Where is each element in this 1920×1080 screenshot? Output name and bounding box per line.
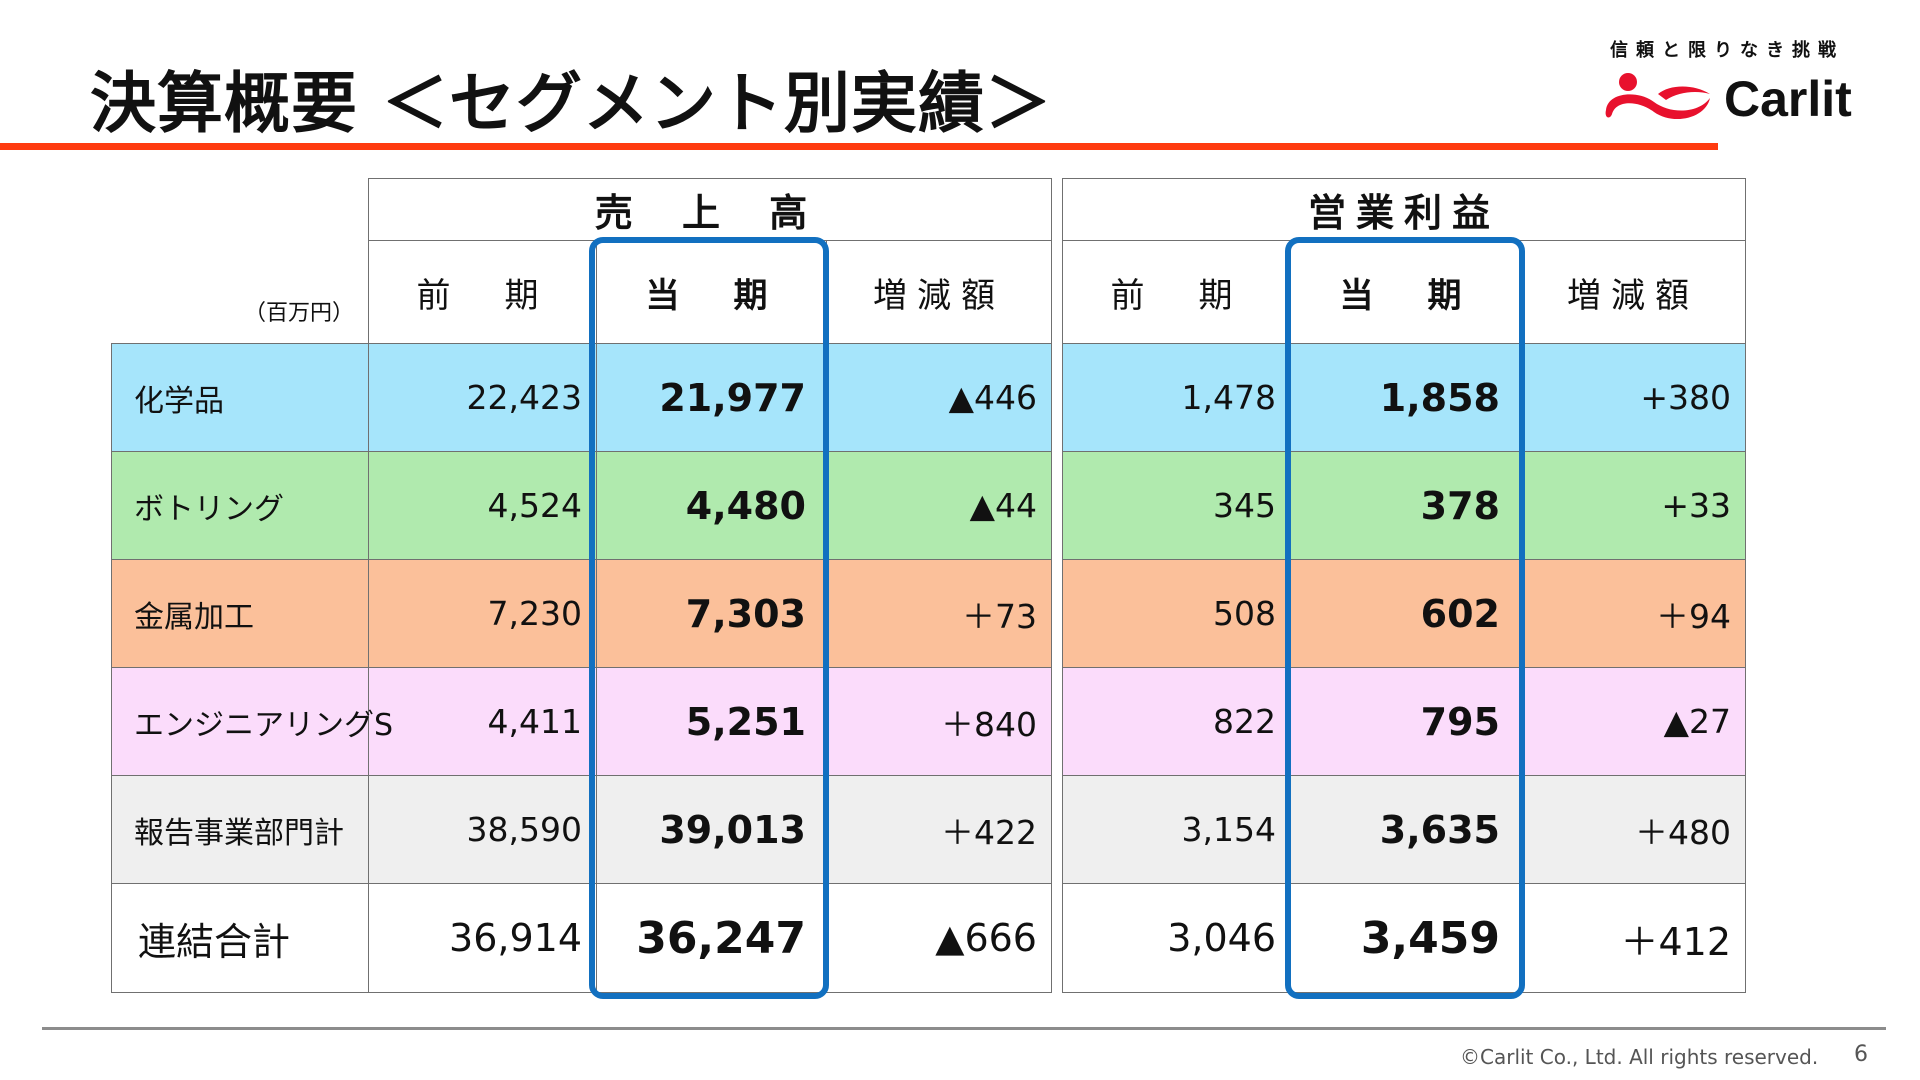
unit-label-cell: （百万円） <box>112 241 369 344</box>
op-diff-value: ＋412 <box>1519 883 1747 993</box>
segment-label: ボトリング <box>111 451 369 560</box>
table-row: 金属加工 7,230 7,303 ＋73 <box>111 559 1052 668</box>
table-row: 化学品 22,423 21,977 ▲446 <box>111 343 1052 452</box>
sales-diff-value: ▲666 <box>826 883 1052 993</box>
op-prev-value: 3,046 <box>1062 883 1291 993</box>
op-curr-value: 1,858 <box>1290 343 1521 452</box>
op-prev-header: 前 期 <box>1062 240 1291 344</box>
op-diff-value: ▲27 <box>1519 667 1747 776</box>
op-diff-value: +33 <box>1519 451 1747 560</box>
logo-tagline: 信頼と限りなき挑戦 <box>1610 40 1844 61</box>
table-row: 508 602 ＋94 <box>1062 559 1747 668</box>
segment-label: 化学品 <box>111 343 369 452</box>
op-curr-value: 795 <box>1290 667 1521 776</box>
sales-group-header: 売 上 高 <box>368 178 1052 241</box>
operating-profit-table: 営業利益 前 期 当 期 増減額 1,478 1,858 +380 345 37… <box>1061 178 1747 993</box>
segment-label: エンジニアリングS <box>111 667 393 776</box>
footer-divider <box>42 1027 1886 1030</box>
segment-label: 金属加工 <box>111 559 369 668</box>
op-diff-value: ＋480 <box>1519 775 1747 884</box>
op-prev-value: 822 <box>1062 667 1291 776</box>
table-row-total: 連結合計 36,914 36,247 ▲666 <box>111 883 1052 993</box>
table-row: 822 795 ▲27 <box>1062 667 1747 776</box>
empty-corner <box>112 179 369 241</box>
carlit-logo: 信頼と限りなき挑戦 Carlit <box>1598 36 1888 128</box>
sales-prev-value: 22,423 <box>368 343 597 452</box>
sales-curr-header: 当 期 <box>596 240 827 344</box>
sales-curr-value: 39,013 <box>596 775 827 884</box>
op-prev-value: 3,154 <box>1062 775 1291 884</box>
page-number: 6 <box>1854 1042 1868 1067</box>
sales-diff-value: ＋840 <box>826 667 1052 776</box>
table-row: 3,154 3,635 ＋480 <box>1062 775 1747 884</box>
op-diff-header: 増減額 <box>1519 240 1747 344</box>
sales-curr-value: 4,480 <box>596 451 827 560</box>
sales-prev-value: 38,590 <box>368 775 597 884</box>
sales-current-period-highlight <box>589 237 829 999</box>
carlit-mark-icon <box>1605 73 1710 120</box>
op-group-header: 営業利益 <box>1061 178 1747 241</box>
copyright-text: ©Carlit Co., Ltd. All rights reserved. <box>1460 1045 1819 1069</box>
unit-label: （百万円） <box>243 301 354 326</box>
sales-curr-value: 36,247 <box>596 883 827 993</box>
segment-label: 連結合計 <box>111 883 369 993</box>
sales-diff-value: ▲44 <box>826 451 1052 560</box>
op-curr-value: 378 <box>1290 451 1521 560</box>
title-underline <box>0 143 1718 150</box>
sales-prev-value: 7,230 <box>368 559 597 668</box>
sales-diff-value: ▲446 <box>826 343 1052 452</box>
segment-label: 報告事業部門計 <box>111 775 369 884</box>
page-title: 決算概要 ＜セグメント別実績＞ <box>90 65 1052 142</box>
op-curr-value: 3,635 <box>1290 775 1521 884</box>
sales-diff-header: 増減額 <box>826 240 1052 344</box>
sales-curr-value: 5,251 <box>596 667 827 776</box>
table-row-total: 3,046 3,459 ＋412 <box>1062 883 1747 993</box>
table-row: 報告事業部門計 38,590 39,013 ＋422 <box>111 775 1052 884</box>
op-prev-value: 1,478 <box>1062 343 1291 452</box>
op-curr-value: 3,459 <box>1290 883 1521 993</box>
sales-prev-header: 前 期 <box>368 240 597 344</box>
op-curr-value: 602 <box>1290 559 1521 668</box>
sales-diff-value: ＋422 <box>826 775 1052 884</box>
sales-prev-value: 4,411 <box>368 667 597 776</box>
table-row: 345 378 +33 <box>1062 451 1747 560</box>
sales-prev-value: 4,524 <box>368 451 597 560</box>
sales-table: 売 上 高 （百万円） 前 期 当 期 増減額 化学品 22,423 21,97… <box>111 178 1052 993</box>
sales-curr-value: 7,303 <box>596 559 827 668</box>
op-current-period-highlight <box>1285 237 1525 999</box>
op-diff-value: +380 <box>1519 343 1747 452</box>
sales-diff-value: ＋73 <box>826 559 1052 668</box>
op-prev-value: 345 <box>1062 451 1291 560</box>
table-row: ボトリング 4,524 4,480 ▲44 <box>111 451 1052 560</box>
logo-brand-name: Carlit <box>1724 71 1852 127</box>
sales-prev-value: 36,914 <box>368 883 597 993</box>
op-prev-value: 508 <box>1062 559 1291 668</box>
table-row: エンジニアリングS 4,411 5,251 ＋840 <box>111 667 1052 776</box>
op-diff-value: ＋94 <box>1519 559 1747 668</box>
